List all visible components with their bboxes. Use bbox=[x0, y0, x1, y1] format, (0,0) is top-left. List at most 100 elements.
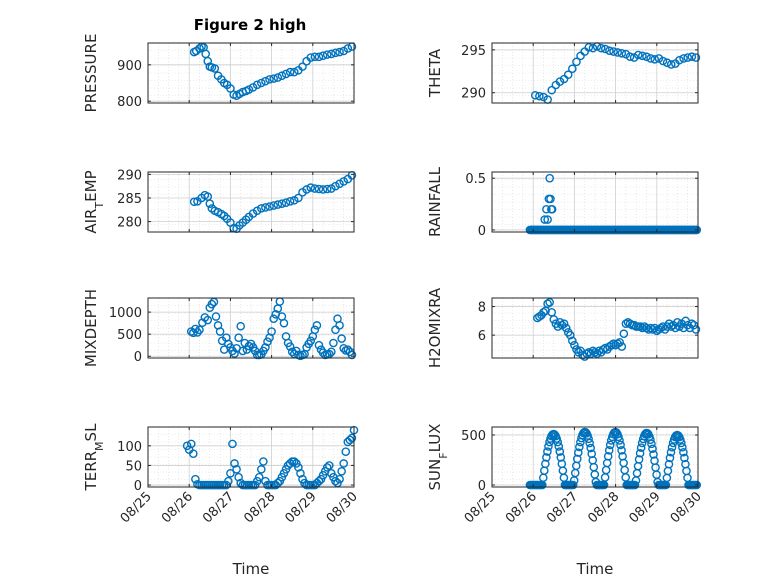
data-point bbox=[277, 199, 287, 208]
data-point bbox=[256, 465, 266, 474]
axes-frame bbox=[147, 42, 355, 104]
data-point bbox=[337, 334, 346, 343]
data-point bbox=[285, 342, 295, 351]
data-point bbox=[666, 447, 676, 457]
data-point bbox=[677, 438, 686, 448]
data-point bbox=[609, 339, 618, 349]
axes-box bbox=[491, 42, 699, 104]
data-markers bbox=[533, 297, 701, 361]
y-tick-label: 500 bbox=[461, 429, 486, 444]
major-grid bbox=[148, 43, 354, 103]
data-point bbox=[648, 325, 657, 334]
data-point bbox=[585, 438, 594, 448]
data-point bbox=[281, 69, 291, 79]
data-point bbox=[547, 85, 557, 95]
data-point bbox=[265, 202, 274, 211]
data-point bbox=[642, 323, 651, 333]
data-point bbox=[615, 337, 625, 347]
data-point bbox=[314, 476, 324, 486]
data-point bbox=[609, 47, 618, 56]
data-point bbox=[541, 459, 550, 469]
ylabel-part: TERR bbox=[82, 451, 100, 492]
data-point bbox=[289, 67, 299, 77]
subplot-h2omixra: 6 8 H2OMIXRA bbox=[426, 287, 701, 368]
axes-box bbox=[491, 426, 699, 488]
data-point bbox=[324, 461, 334, 470]
data-point bbox=[314, 340, 324, 350]
data-point bbox=[327, 184, 336, 193]
subplot-mixdepth: 0 500 1000 MIXDEPTH bbox=[82, 289, 357, 367]
data-point bbox=[572, 454, 582, 464]
y-tick-label: 0 bbox=[134, 350, 142, 365]
data-point bbox=[322, 463, 332, 472]
y-axis-label: PRESSURE bbox=[82, 34, 100, 113]
data-point bbox=[337, 467, 346, 476]
data-point bbox=[331, 476, 340, 486]
data-point bbox=[687, 319, 697, 329]
data-point bbox=[273, 73, 283, 82]
data-point bbox=[244, 85, 254, 94]
data-point bbox=[545, 173, 554, 183]
x-tick-label: 08/28 bbox=[241, 489, 278, 526]
data-point bbox=[279, 318, 289, 328]
data-point bbox=[322, 50, 332, 59]
data-point bbox=[347, 433, 357, 443]
ylabel-part: EMP bbox=[82, 170, 100, 201]
data-point bbox=[331, 181, 340, 191]
data-point bbox=[553, 437, 563, 447]
data-point bbox=[550, 430, 559, 439]
data-point bbox=[306, 336, 316, 346]
data-point bbox=[588, 43, 598, 53]
data-point bbox=[195, 44, 204, 53]
y-axis-label: TERRMSL bbox=[82, 423, 106, 492]
data-point bbox=[207, 299, 217, 309]
subplot-air-temp: 280 285 290 AIRTEMP bbox=[82, 168, 357, 234]
data-point bbox=[683, 53, 693, 62]
data-point bbox=[256, 204, 266, 213]
data-point bbox=[347, 350, 357, 360]
data-point bbox=[692, 480, 702, 490]
data-point bbox=[647, 439, 656, 449]
data-point bbox=[211, 312, 221, 321]
data-point bbox=[226, 468, 235, 478]
y-tick-label: 295 bbox=[461, 44, 486, 59]
subplot-rainfall: 0 0.5 RAINFALL bbox=[426, 166, 702, 239]
data-point bbox=[540, 215, 550, 224]
data-point bbox=[642, 52, 651, 62]
data-point bbox=[617, 445, 626, 455]
x-tick-label: 08/29 bbox=[283, 489, 320, 526]
data-point bbox=[572, 57, 581, 67]
data-point bbox=[565, 330, 575, 340]
y-tick-label: 290 bbox=[461, 87, 486, 102]
data-point bbox=[649, 450, 658, 459]
data-point bbox=[234, 333, 243, 343]
data-point bbox=[673, 317, 682, 327]
data-point bbox=[232, 465, 241, 474]
data-point bbox=[302, 185, 311, 194]
x-tick-label: 08/30 bbox=[668, 489, 705, 526]
y-axis-label: AIRTEMP bbox=[82, 170, 106, 233]
data-point bbox=[318, 348, 328, 358]
data-point bbox=[542, 453, 551, 462]
data-point bbox=[294, 193, 303, 203]
data-point bbox=[335, 47, 344, 57]
data-point bbox=[335, 474, 344, 484]
data-point bbox=[285, 196, 295, 206]
data-point bbox=[665, 453, 675, 463]
y-axis-label: MIXDEPTH bbox=[82, 289, 100, 367]
data-point bbox=[335, 321, 344, 330]
data-point bbox=[327, 49, 336, 59]
axes-frame bbox=[147, 297, 355, 359]
data-point bbox=[635, 448, 645, 458]
data-point bbox=[552, 434, 561, 443]
axes-box bbox=[147, 42, 355, 104]
data-point bbox=[617, 342, 627, 351]
axes-box bbox=[147, 171, 355, 233]
x-tick-label: 08/29 bbox=[627, 489, 664, 526]
data-point bbox=[343, 44, 353, 53]
data-point bbox=[261, 203, 270, 212]
data-point bbox=[306, 53, 316, 62]
data-point bbox=[318, 51, 328, 61]
